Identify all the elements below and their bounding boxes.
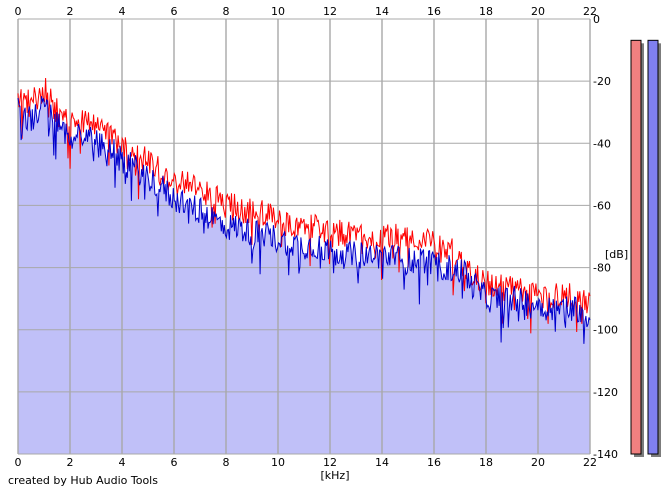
x-tick-label-bottom: 22: [583, 456, 597, 469]
x-tick-label-bottom: 0: [15, 456, 22, 469]
x-tick-label-top: 22: [583, 5, 597, 18]
y-tick-label: -120: [593, 386, 618, 399]
y-tick-label: -80: [593, 262, 611, 275]
credit-text: created by Hub Audio Tools: [8, 474, 158, 487]
x-tick-label-top: 4: [119, 5, 126, 18]
level-meter-b: [647, 39, 659, 455]
y-tick-label: -60: [593, 199, 611, 212]
series-line-a: [17, 77, 591, 334]
y-axis-title: [dB]: [605, 248, 628, 261]
x-axis-title: [kHz]: [321, 469, 350, 482]
x-tick-label-top: 2: [67, 5, 74, 18]
x-tick-label-bottom: 18: [479, 456, 493, 469]
x-tick-label-bottom: 12: [323, 456, 337, 469]
x-tick-label-bottom: 20: [531, 456, 545, 469]
y-tick-label: -20: [593, 75, 611, 88]
x-tick-label-top: 12: [323, 5, 337, 18]
y-tick-label: 0: [593, 13, 600, 26]
x-tick-label-top: 10: [271, 5, 285, 18]
x-tick-label-top: 14: [375, 5, 389, 18]
x-tick-label-top: 8: [223, 5, 230, 18]
x-tick-label-bottom: 14: [375, 456, 389, 469]
x-tick-label-top: 6: [171, 5, 178, 18]
y-tick-label: -100: [593, 324, 618, 337]
level-meter-a: [630, 39, 642, 455]
x-tick-label-top: 18: [479, 5, 493, 18]
x-tick-label-bottom: 8: [223, 456, 230, 469]
x-tick-label-bottom: 6: [171, 456, 178, 469]
x-tick-label-bottom: 4: [119, 456, 126, 469]
x-tick-label-bottom: 16: [427, 456, 441, 469]
x-tick-label-top: 16: [427, 5, 441, 18]
y-tick-label: -40: [593, 137, 611, 150]
x-tick-label-top: 0: [15, 5, 22, 18]
x-tick-label-bottom: 2: [67, 456, 74, 469]
x-tick-label-bottom: 10: [271, 456, 285, 469]
y-tick-label: -140: [593, 448, 618, 461]
series-line-b: [17, 96, 591, 344]
x-tick-label-top: 20: [531, 5, 545, 18]
